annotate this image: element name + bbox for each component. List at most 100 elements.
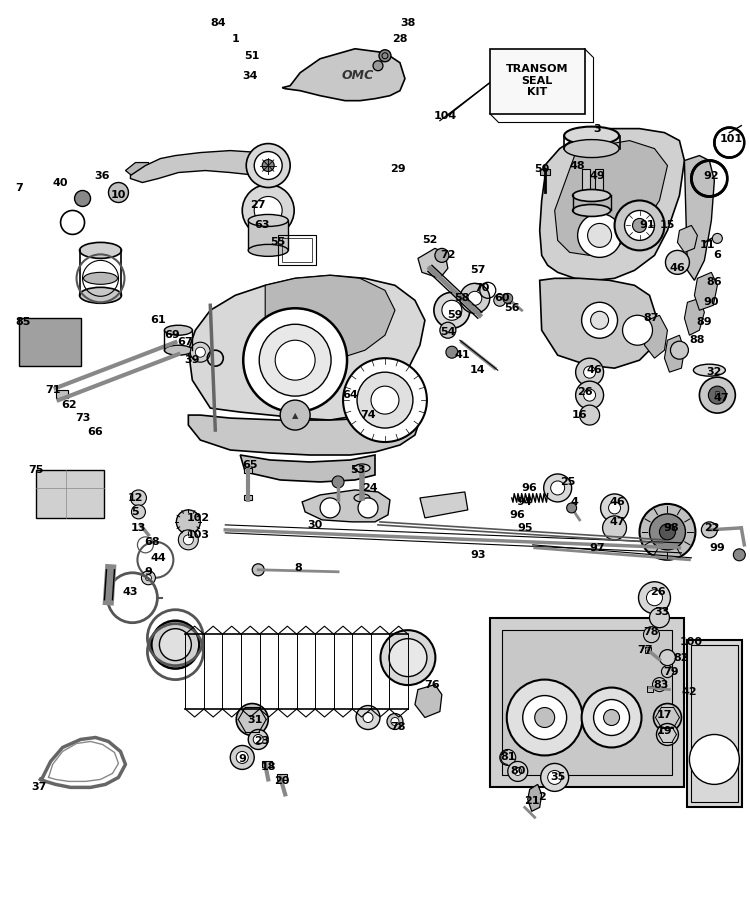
Circle shape bbox=[503, 294, 513, 303]
Circle shape bbox=[659, 650, 676, 665]
Bar bbox=[581, 168, 590, 190]
Circle shape bbox=[363, 713, 373, 723]
Circle shape bbox=[146, 575, 152, 581]
Circle shape bbox=[243, 308, 347, 412]
Polygon shape bbox=[282, 48, 405, 101]
Text: 103: 103 bbox=[187, 530, 210, 540]
Text: 42: 42 bbox=[682, 686, 698, 696]
Bar bbox=[19, 318, 80, 366]
Circle shape bbox=[644, 627, 659, 642]
Circle shape bbox=[550, 481, 565, 495]
Text: 99: 99 bbox=[710, 543, 725, 553]
Text: 81: 81 bbox=[500, 752, 515, 762]
Circle shape bbox=[434, 292, 470, 328]
Circle shape bbox=[507, 680, 583, 756]
Text: 82: 82 bbox=[674, 652, 689, 662]
Text: 80: 80 bbox=[510, 767, 526, 777]
Circle shape bbox=[576, 358, 604, 386]
Circle shape bbox=[614, 200, 664, 251]
Text: 59: 59 bbox=[447, 310, 463, 320]
Text: 9: 9 bbox=[238, 755, 246, 764]
Text: 6: 6 bbox=[713, 251, 722, 261]
Circle shape bbox=[638, 582, 670, 614]
Text: 51: 51 bbox=[244, 50, 260, 60]
Circle shape bbox=[578, 213, 622, 257]
Circle shape bbox=[640, 504, 695, 560]
Bar bbox=[278, 235, 316, 265]
Bar bbox=[647, 685, 653, 692]
Text: 86: 86 bbox=[706, 277, 722, 287]
Polygon shape bbox=[130, 151, 282, 182]
Text: 89: 89 bbox=[697, 318, 712, 328]
Circle shape bbox=[646, 590, 662, 606]
Text: TRANSOM
SEAL
KIT: TRANSOM SEAL KIT bbox=[506, 64, 568, 97]
Circle shape bbox=[246, 144, 290, 188]
Circle shape bbox=[280, 400, 310, 430]
Text: 90: 90 bbox=[704, 297, 719, 307]
Text: 38: 38 bbox=[400, 17, 416, 27]
Polygon shape bbox=[302, 490, 390, 522]
Text: ▲: ▲ bbox=[292, 411, 298, 420]
Text: 33: 33 bbox=[654, 607, 669, 617]
Ellipse shape bbox=[80, 287, 122, 303]
Circle shape bbox=[662, 665, 674, 678]
Text: 16: 16 bbox=[572, 410, 587, 420]
Circle shape bbox=[709, 386, 726, 404]
Text: 60: 60 bbox=[494, 294, 509, 303]
Text: 85: 85 bbox=[15, 318, 30, 328]
Bar bbox=[595, 168, 602, 190]
Text: 34: 34 bbox=[242, 70, 258, 81]
Text: 46: 46 bbox=[610, 497, 626, 507]
Bar bbox=[244, 495, 252, 500]
Text: 61: 61 bbox=[151, 316, 166, 325]
Text: 32: 32 bbox=[706, 367, 722, 377]
Circle shape bbox=[178, 530, 198, 550]
Circle shape bbox=[494, 295, 506, 307]
Text: 72: 72 bbox=[440, 251, 455, 261]
Bar bbox=[248, 221, 288, 251]
Text: 57: 57 bbox=[470, 265, 485, 275]
Text: 37: 37 bbox=[31, 782, 46, 792]
Bar bbox=[646, 647, 652, 652]
Polygon shape bbox=[694, 273, 717, 310]
Text: 62: 62 bbox=[61, 400, 76, 410]
Text: 78: 78 bbox=[644, 627, 659, 637]
Text: 22: 22 bbox=[704, 522, 719, 533]
Text: 83: 83 bbox=[654, 680, 669, 690]
Text: 71: 71 bbox=[45, 385, 60, 395]
Circle shape bbox=[387, 714, 403, 729]
Text: 53: 53 bbox=[350, 465, 366, 475]
Text: 67: 67 bbox=[178, 338, 194, 347]
Text: 40: 40 bbox=[53, 178, 68, 188]
Ellipse shape bbox=[80, 242, 122, 258]
Ellipse shape bbox=[389, 639, 427, 676]
Circle shape bbox=[236, 751, 248, 763]
Text: 1: 1 bbox=[232, 34, 239, 44]
Ellipse shape bbox=[160, 629, 191, 661]
Text: 44: 44 bbox=[151, 553, 166, 563]
Text: 27: 27 bbox=[251, 200, 266, 210]
Text: 84: 84 bbox=[211, 17, 226, 27]
Circle shape bbox=[544, 474, 572, 502]
Circle shape bbox=[653, 704, 682, 731]
Text: 30: 30 bbox=[308, 520, 322, 530]
Circle shape bbox=[260, 324, 331, 396]
Circle shape bbox=[142, 571, 155, 585]
Text: 36: 36 bbox=[94, 170, 110, 180]
Text: 14: 14 bbox=[470, 365, 485, 375]
Text: 94: 94 bbox=[517, 497, 532, 507]
Text: 21: 21 bbox=[524, 796, 539, 806]
Bar bbox=[502, 630, 673, 775]
Circle shape bbox=[548, 770, 562, 784]
Polygon shape bbox=[555, 141, 668, 255]
Circle shape bbox=[379, 49, 391, 61]
Circle shape bbox=[446, 346, 458, 358]
Circle shape bbox=[567, 503, 577, 513]
Circle shape bbox=[535, 707, 555, 727]
Text: 97: 97 bbox=[590, 543, 605, 553]
Circle shape bbox=[581, 302, 617, 339]
Ellipse shape bbox=[248, 244, 288, 256]
Circle shape bbox=[236, 704, 268, 736]
Ellipse shape bbox=[694, 364, 725, 376]
Ellipse shape bbox=[573, 189, 610, 201]
